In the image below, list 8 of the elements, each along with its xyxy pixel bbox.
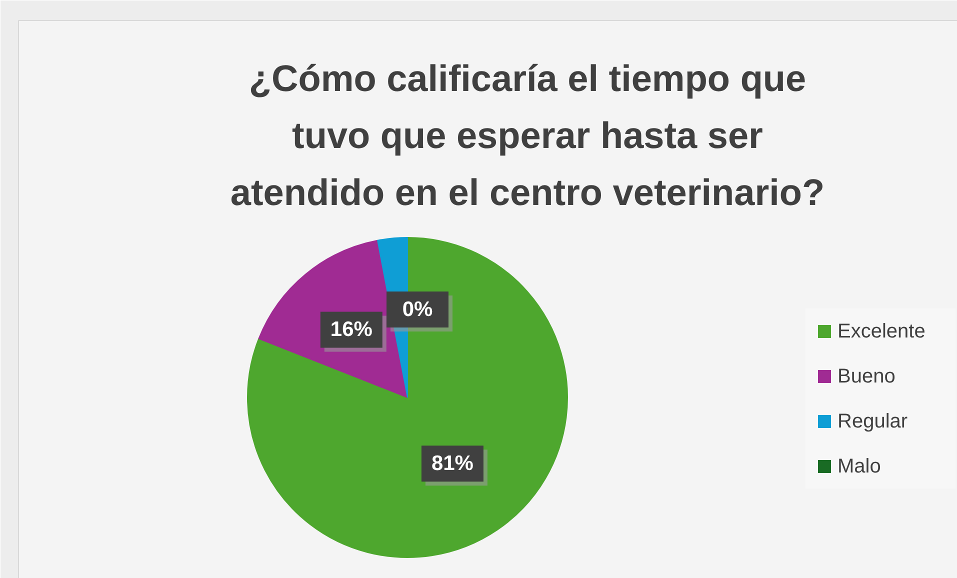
legend-label: Malo bbox=[838, 456, 881, 478]
chart-title: ¿Cómo calificaría el tiempo que tuvo que esperar hasta ser atendido en el centro veterinario? bbox=[230, 58, 825, 213]
data-label: 16% bbox=[330, 318, 373, 342]
text: 0% bbox=[402, 298, 433, 321]
legend-label: Regular bbox=[838, 410, 908, 432]
legend-label: Bueno bbox=[838, 366, 896, 388]
legend-label: Excelente bbox=[838, 320, 926, 342]
data-label: 81% bbox=[431, 452, 474, 476]
